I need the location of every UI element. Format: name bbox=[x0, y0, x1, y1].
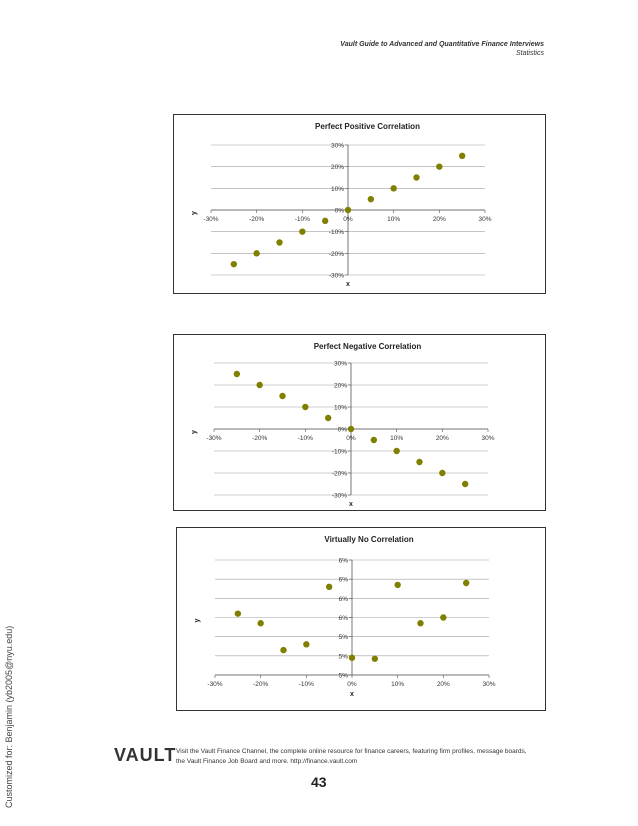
data-point bbox=[394, 581, 401, 589]
data-point bbox=[462, 579, 470, 587]
data-point bbox=[436, 163, 443, 170]
y-tick-label: -10% bbox=[329, 229, 344, 236]
data-point bbox=[253, 250, 260, 257]
x-tick-label: 20% bbox=[437, 681, 450, 688]
x-tick-label: 0% bbox=[343, 216, 353, 223]
data-point bbox=[233, 370, 241, 378]
data-point bbox=[390, 185, 397, 192]
y-tick-label: 30% bbox=[331, 143, 344, 150]
footer-text: Visit the Vault Finance Channel, the com… bbox=[176, 748, 527, 765]
y-tick-label: -20% bbox=[332, 471, 347, 478]
y-tick-label: 10% bbox=[334, 405, 347, 412]
x-tick-label: 0% bbox=[347, 681, 357, 688]
x-tick-label: -30% bbox=[206, 435, 221, 442]
y-tick-label: -30% bbox=[329, 273, 344, 280]
x-axis-label: x bbox=[350, 691, 354, 698]
data-point bbox=[230, 260, 238, 268]
data-point bbox=[279, 392, 286, 400]
chart-no-correlation: 5% 5% 5% 6% 6% 6% 6% -30% -20% -10% 0% 10% 20% 30% Vir… bbox=[176, 527, 546, 711]
chart-negative-correlation: -30% -20% -10% 0% 10% 20% 30% -30% -20% -10% 0% 10%… bbox=[173, 334, 546, 511]
data-point bbox=[280, 646, 287, 654]
x-tick-label: 30% bbox=[481, 435, 494, 442]
x-tick-label: -10% bbox=[298, 435, 313, 442]
chart-title: Perfect Negative Correlation bbox=[314, 342, 422, 351]
data-point bbox=[321, 217, 329, 225]
data-point bbox=[347, 425, 355, 433]
chart-svg-positive: -30% -20% -10% 0% 10% 20% 30% -30% -20% -10% 0% 10%… bbox=[191, 122, 492, 288]
chart-svg-negative: -30% -20% -10% 0% 10% 20% 30% -30% -20% -10% 0% 10%… bbox=[191, 342, 495, 508]
data-point bbox=[344, 206, 352, 214]
data-point bbox=[303, 641, 310, 648]
y-tick-label: 6% bbox=[339, 615, 349, 622]
y-axis-label: y bbox=[191, 430, 198, 434]
data-point bbox=[413, 174, 420, 181]
running-header-section: Statistics bbox=[515, 50, 544, 57]
data-point bbox=[299, 228, 306, 235]
data-point bbox=[324, 414, 332, 422]
y-tick-label: 20% bbox=[331, 164, 344, 171]
data-point bbox=[234, 610, 242, 617]
y-tick-label: 20% bbox=[334, 383, 347, 390]
y-tick-label: 0% bbox=[335, 208, 345, 215]
x-tick-label: -20% bbox=[253, 681, 268, 688]
data-point bbox=[417, 620, 424, 627]
y-tick-label: 0% bbox=[338, 427, 348, 434]
y-tick-label: 6% bbox=[339, 558, 349, 565]
x-tick-label: 20% bbox=[436, 435, 449, 442]
x-axis-label: x bbox=[349, 501, 353, 508]
y-tick-label: -30% bbox=[332, 493, 347, 500]
data-point bbox=[276, 239, 283, 246]
y-tick-label: 5% bbox=[339, 653, 349, 660]
data-point bbox=[370, 436, 378, 444]
y-tick-label: 30% bbox=[334, 361, 347, 368]
vault-logo: VAULT bbox=[114, 745, 177, 765]
chart-title: Virtually No Correlation bbox=[324, 535, 413, 544]
y-axis-label: y bbox=[194, 618, 201, 622]
data-point bbox=[458, 152, 466, 160]
y-tick-label: 6% bbox=[339, 577, 349, 584]
chart-svg-none: 5% 5% 5% 6% 6% 6% 6% -30% -20% -10% 0% 10% 20% 30% Vir… bbox=[194, 535, 496, 698]
data-point bbox=[257, 620, 264, 627]
data-point bbox=[393, 447, 400, 455]
chart-title: Perfect Positive Correlation bbox=[315, 122, 420, 131]
data-point bbox=[461, 480, 469, 488]
x-axis-label: x bbox=[346, 281, 350, 288]
y-tick-label: 5% bbox=[339, 673, 349, 680]
x-tick-label: 0% bbox=[346, 435, 356, 442]
y-axis-label: y bbox=[191, 211, 198, 215]
chart-positive-correlation: -30% -20% -10% 0% 10% 20% 30% -30% -20% -10% 0% 10%… bbox=[173, 114, 546, 294]
x-tick-label: 10% bbox=[387, 216, 400, 223]
data-point bbox=[371, 655, 379, 662]
x-tick-label: 10% bbox=[391, 681, 404, 688]
x-tick-label: 20% bbox=[433, 216, 446, 223]
data-point bbox=[416, 458, 423, 466]
data-point bbox=[348, 654, 356, 661]
x-tick-label: 30% bbox=[478, 216, 491, 223]
data-point bbox=[256, 381, 263, 389]
x-tick-label: 10% bbox=[390, 435, 403, 442]
x-tick-label: -30% bbox=[207, 681, 222, 688]
y-tick-label: -20% bbox=[329, 251, 344, 258]
running-header-title: Vault Guide to Advanced and Quantitative… bbox=[340, 41, 544, 48]
y-tick-label: 6% bbox=[339, 596, 349, 603]
y-tick-label: -10% bbox=[332, 449, 347, 456]
x-tick-label: -10% bbox=[299, 681, 314, 688]
x-tick-label: 30% bbox=[482, 681, 495, 688]
customized-for-text: Customized for: Benjamin (yb2005@nyu.edu… bbox=[4, 625, 14, 808]
x-tick-label: -20% bbox=[252, 435, 267, 442]
x-tick-label: -10% bbox=[295, 216, 310, 223]
y-tick-label: 10% bbox=[331, 186, 344, 193]
data-point bbox=[302, 403, 309, 411]
x-tick-label: -30% bbox=[203, 216, 218, 223]
page-number: 43 bbox=[311, 774, 327, 790]
data-point bbox=[440, 614, 447, 621]
x-tick-label: -20% bbox=[249, 216, 264, 223]
y-tick-label: 5% bbox=[339, 634, 349, 641]
data-point bbox=[439, 469, 446, 477]
data-point bbox=[325, 583, 333, 591]
data-point bbox=[367, 195, 375, 203]
